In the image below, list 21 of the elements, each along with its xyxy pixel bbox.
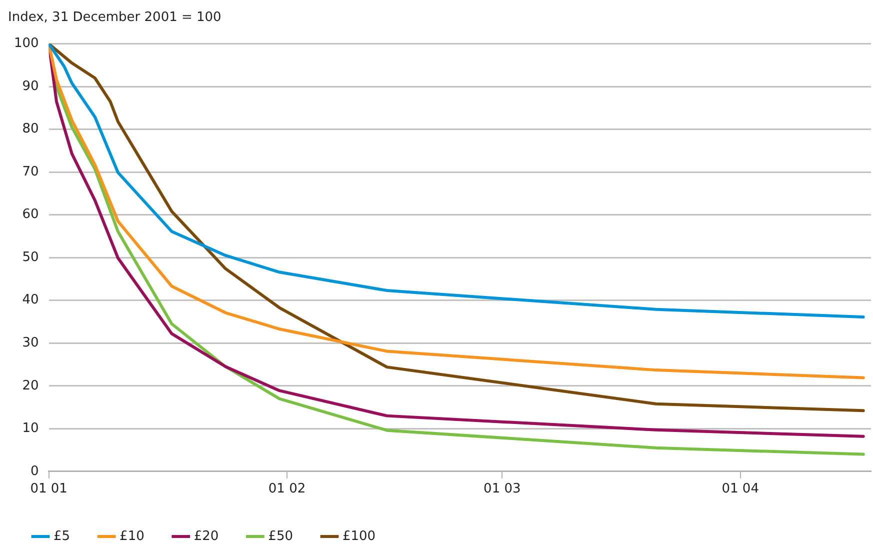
legend-label: £5 (54, 528, 70, 544)
y-tick-label: 80 (22, 122, 39, 137)
y-tick-label: 70 (22, 164, 39, 180)
x-tick-label: 01 03 (484, 482, 521, 497)
y-tick-label: 60 (22, 207, 39, 222)
x-tick-label: 01 01 (30, 482, 68, 497)
y-tick-label: 10 (22, 421, 39, 436)
y-tick-label: 50 (22, 250, 39, 265)
legend-label: £20 (194, 528, 219, 544)
legend-label: £50 (268, 528, 293, 544)
y-tick-label: 40 (22, 292, 39, 308)
y-tick-label: 0 (30, 464, 39, 479)
y-axis-title: Index, 31 December 2001 = 100 (7, 9, 222, 26)
y-tick-label: 20 (22, 378, 39, 394)
x-tick-label: 01 02 (268, 482, 306, 497)
y-tick-label: 100 (14, 36, 39, 52)
legend-label: £100 (342, 528, 376, 544)
y-tick-label: 30 (22, 335, 39, 350)
x-tick-label: 01 04 (722, 482, 759, 497)
y-tick-label: 90 (22, 78, 39, 94)
legend-label: £10 (120, 528, 144, 544)
